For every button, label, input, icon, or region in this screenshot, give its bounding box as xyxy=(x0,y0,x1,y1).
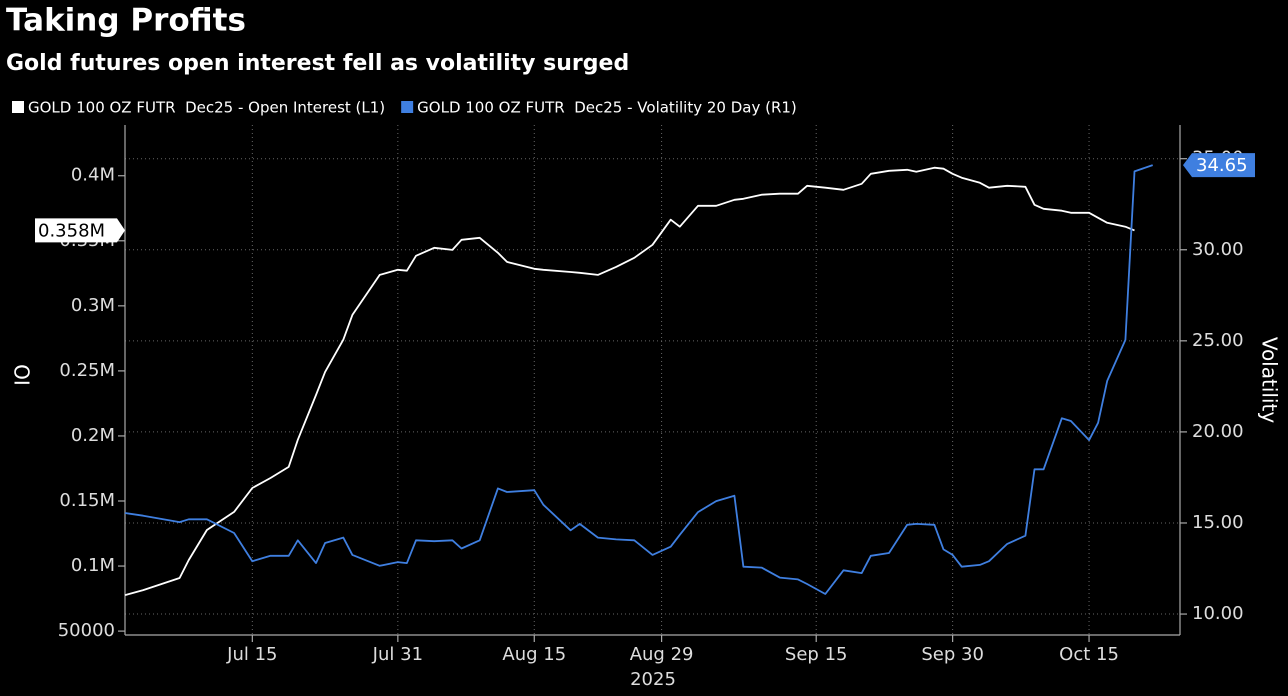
chart-subtitle: Gold futures open interest fell as volat… xyxy=(6,51,629,76)
y-tick-label: 0.4M xyxy=(71,165,115,186)
y2-tick-label: 15.00 xyxy=(1192,512,1244,533)
y-tick-label: 0.25M xyxy=(59,360,115,381)
x-tick-label: Aug 29 xyxy=(630,644,694,665)
x-tick-label: Aug 15 xyxy=(502,644,566,665)
series-line xyxy=(124,164,1153,595)
x-tick-label: Sep 15 xyxy=(785,644,848,665)
value-label: 0.358M xyxy=(38,220,105,241)
value-label: 34.65 xyxy=(1196,155,1248,176)
value-label-box xyxy=(35,218,125,243)
y-axis-title: OI xyxy=(10,364,34,386)
y2-axis-title: Volatility xyxy=(1258,337,1282,424)
legend-swatch xyxy=(401,101,414,113)
x-tick-label: Sep 30 xyxy=(921,644,984,665)
chart-title: Taking Profits xyxy=(6,3,246,39)
y2-tick-label: 30.00 xyxy=(1192,239,1244,260)
y-tick-label: 0.3M xyxy=(71,295,115,316)
series-line xyxy=(124,166,1135,596)
legend-label: GOLD 100 OZ FUTR Dec25 - Volatility 20 D… xyxy=(417,99,797,117)
y-tick-label: 0.2M xyxy=(71,425,115,446)
y2-tick-label: 10.00 xyxy=(1192,603,1244,624)
legend-swatch xyxy=(12,101,24,113)
y-tick-label: 0.1M xyxy=(71,555,115,576)
y-tick-label: 50000 xyxy=(58,620,115,641)
value-label-box xyxy=(1183,153,1255,178)
legend-label: GOLD 100 OZ FUTR Dec25 - Open Interest (… xyxy=(28,99,385,117)
x-axis-title: 2025 xyxy=(630,669,676,690)
y2-tick-label: 25.00 xyxy=(1192,330,1244,351)
y-tick-label: 0.15M xyxy=(59,490,115,511)
x-tick-label: Oct 15 xyxy=(1059,644,1119,665)
x-tick-label: Jul 31 xyxy=(372,644,423,665)
y2-tick-label: 20.00 xyxy=(1192,421,1244,442)
x-tick-label: Jul 15 xyxy=(226,644,277,665)
